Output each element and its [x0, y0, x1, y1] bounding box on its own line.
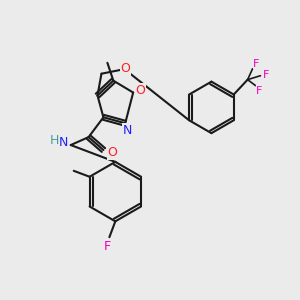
- Text: F: F: [263, 70, 270, 80]
- Text: F: F: [104, 240, 111, 253]
- Text: O: O: [135, 84, 145, 97]
- Text: N: N: [122, 124, 132, 137]
- Text: O: O: [120, 62, 130, 75]
- Text: N: N: [59, 136, 68, 148]
- Text: H: H: [50, 134, 60, 147]
- Text: F: F: [253, 59, 260, 69]
- Text: O: O: [107, 146, 117, 160]
- Text: F: F: [256, 85, 263, 96]
